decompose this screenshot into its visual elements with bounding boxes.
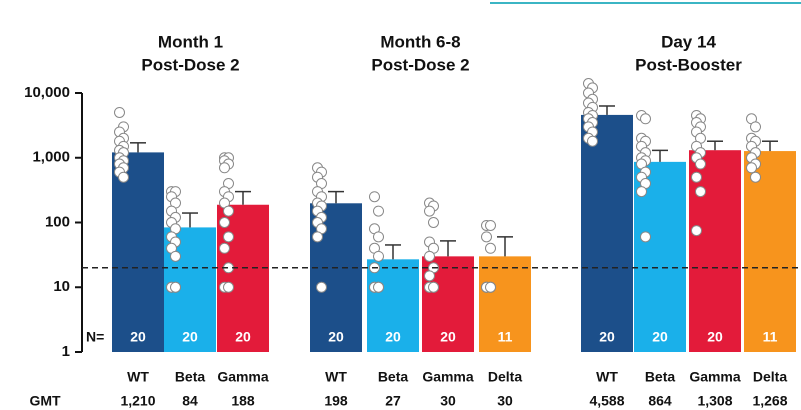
n-value: 11 (763, 329, 778, 345)
n-value: 11 (498, 329, 513, 345)
category-label: Beta (175, 369, 206, 385)
gmt-value: 1,308 (697, 393, 732, 409)
data-point (219, 217, 230, 228)
data-point (223, 231, 234, 243)
category-label: Gamma (689, 369, 741, 385)
gmt-value: 4,588 (589, 393, 624, 409)
n-value: 20 (440, 329, 456, 345)
data-point (485, 242, 496, 254)
data-point (424, 250, 435, 262)
n-value: 20 (328, 329, 344, 345)
data-point (691, 171, 702, 183)
y-tick-label: 1 (62, 343, 70, 360)
data-point (316, 281, 327, 293)
panel-title: Month 1 (158, 32, 223, 51)
gmt-value: 30 (440, 393, 456, 409)
bar (689, 150, 741, 352)
data-point (373, 281, 384, 293)
data-point (691, 225, 702, 237)
data-point (170, 281, 181, 293)
panel-subtitle: Post-Dose 2 (141, 55, 239, 74)
data-point (750, 171, 761, 183)
n-value: 20 (385, 329, 401, 345)
n-value: 20 (130, 329, 146, 345)
gmt-value: 1,210 (120, 393, 155, 409)
category-label: Gamma (217, 369, 269, 385)
data-point (424, 270, 435, 282)
data-point (428, 281, 439, 293)
gmt-value: 188 (231, 393, 255, 409)
n-value: 20 (182, 329, 198, 345)
category-label: Delta (753, 369, 787, 385)
bar (367, 259, 419, 352)
data-point (640, 113, 651, 125)
data-point (424, 205, 435, 217)
gmt-value: 84 (182, 393, 198, 409)
y-tick-label: 1,000 (32, 149, 70, 166)
data-point (219, 242, 230, 254)
y-tick-label: 10 (53, 278, 70, 295)
data-point (481, 231, 492, 243)
bar (217, 204, 269, 352)
bar (479, 256, 531, 352)
data-point (118, 171, 129, 183)
data-point (312, 231, 323, 243)
data-point (587, 135, 598, 147)
y-tick-label: 100 (45, 213, 70, 230)
panel-title: Month 6-8 (380, 32, 460, 51)
n-value: 20 (652, 329, 668, 345)
category-label: Delta (488, 369, 522, 385)
data-point (750, 121, 761, 133)
data-point (636, 186, 647, 198)
panel-subtitle: Post-Dose 2 (371, 55, 469, 74)
category-label: Beta (645, 369, 676, 385)
data-point (485, 281, 496, 293)
n-value: 20 (599, 329, 615, 345)
n-value: 20 (235, 329, 251, 345)
gmt-label: GMT (29, 393, 61, 409)
gmt-value: 864 (648, 393, 672, 409)
panel-subtitle: Post-Booster (635, 55, 742, 74)
data-point (428, 217, 439, 228)
data-point (114, 106, 125, 118)
data-point (373, 205, 384, 217)
data-point (223, 281, 234, 293)
gmt-value: 30 (497, 393, 513, 409)
gmt-value: 1,268 (752, 393, 787, 409)
data-point (219, 162, 230, 174)
data-point (369, 191, 380, 203)
gmt-value: 27 (385, 393, 401, 409)
category-label: WT (127, 369, 149, 385)
data-point (746, 162, 757, 174)
category-label: Beta (378, 369, 409, 385)
y-tick-label: 10,000 (24, 84, 70, 101)
bar (112, 152, 164, 352)
data-point (695, 158, 706, 170)
data-point (485, 219, 496, 231)
data-point (695, 186, 706, 198)
n-value: 20 (707, 329, 723, 345)
bar (744, 151, 796, 352)
category-label: WT (325, 369, 347, 385)
data-point (373, 250, 384, 262)
bar (581, 114, 633, 352)
n-label: N= (86, 329, 104, 345)
data-point (223, 205, 234, 217)
data-point (373, 231, 384, 243)
data-point (170, 250, 181, 262)
category-label: WT (596, 369, 618, 385)
panel-title: Day 14 (661, 32, 716, 51)
gmt-value: 198 (324, 393, 348, 409)
category-label: Gamma (422, 369, 474, 385)
data-point (640, 231, 651, 243)
